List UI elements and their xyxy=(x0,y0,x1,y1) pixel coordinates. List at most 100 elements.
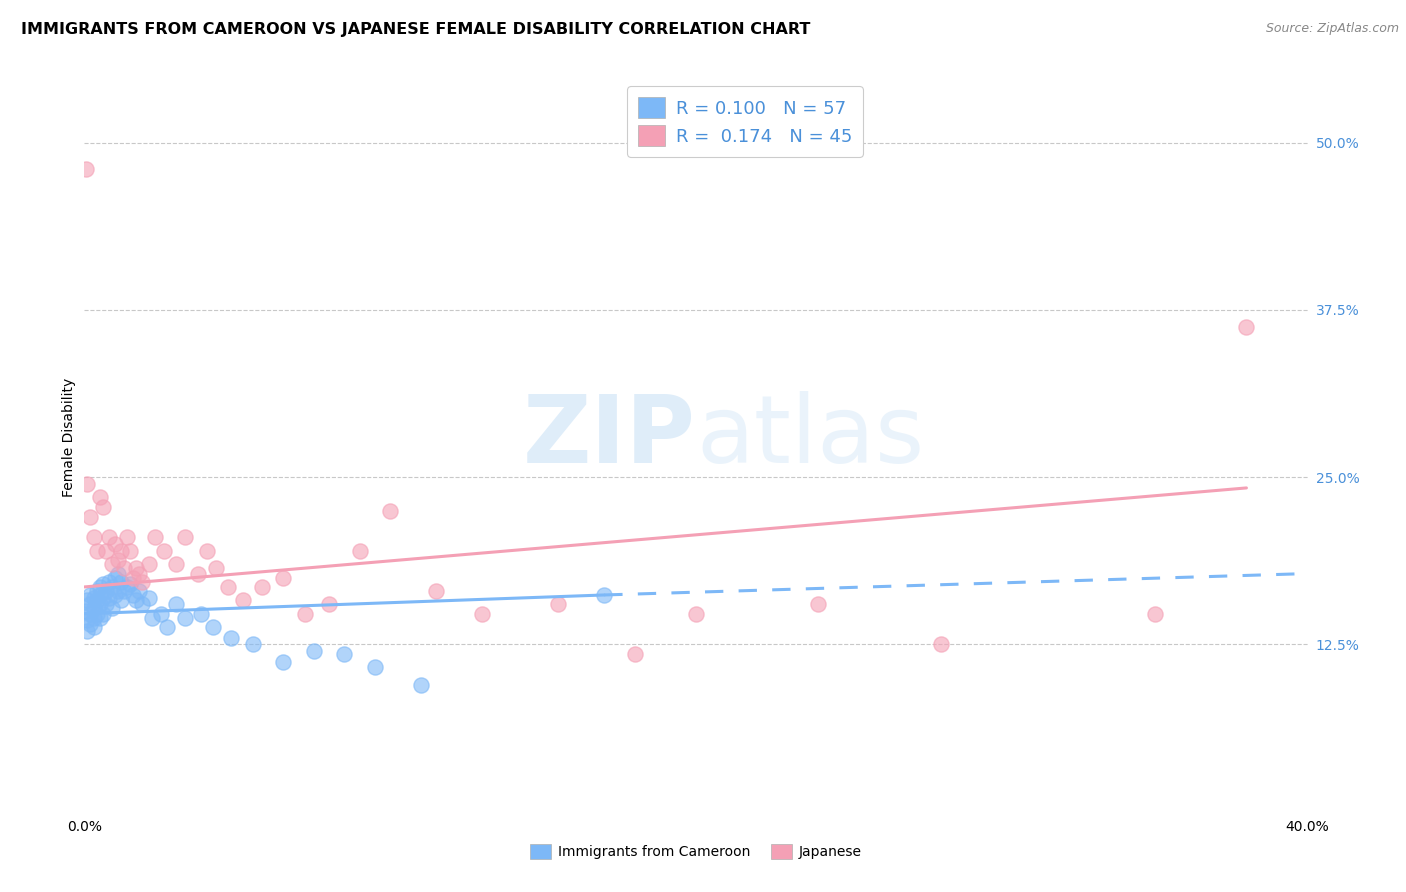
Text: IMMIGRANTS FROM CAMEROON VS JAPANESE FEMALE DISABILITY CORRELATION CHART: IMMIGRANTS FROM CAMEROON VS JAPANESE FEM… xyxy=(21,22,810,37)
Point xyxy=(89,588,111,602)
Point xyxy=(409,678,432,692)
Point xyxy=(165,598,187,612)
Point xyxy=(115,580,138,594)
Point xyxy=(131,598,153,612)
Point xyxy=(122,571,145,585)
Point xyxy=(125,561,148,575)
Point xyxy=(593,588,616,602)
Point xyxy=(232,593,254,607)
Point xyxy=(217,580,239,594)
Point xyxy=(174,611,197,625)
Point xyxy=(86,607,108,621)
Point xyxy=(101,601,124,615)
Point xyxy=(120,543,142,558)
Point xyxy=(79,598,101,612)
Point xyxy=(138,557,160,572)
Point xyxy=(104,571,127,585)
Point xyxy=(91,500,114,514)
Point xyxy=(128,584,150,599)
Point xyxy=(107,566,129,581)
Point xyxy=(94,598,117,612)
Point xyxy=(349,543,371,558)
Point xyxy=(186,566,208,581)
Point xyxy=(302,644,325,658)
Point xyxy=(380,503,402,517)
Text: Source: ZipAtlas.com: Source: ZipAtlas.com xyxy=(1265,22,1399,36)
Point xyxy=(1143,607,1166,621)
Point xyxy=(75,162,97,177)
Point xyxy=(110,593,132,607)
Point xyxy=(91,607,114,621)
Point xyxy=(929,637,952,651)
Point xyxy=(128,566,150,581)
Point xyxy=(101,557,124,572)
Point xyxy=(104,588,127,602)
Text: atlas: atlas xyxy=(696,391,924,483)
Point xyxy=(153,543,176,558)
Point xyxy=(94,543,117,558)
Point xyxy=(205,561,228,575)
Point xyxy=(101,580,124,594)
Point xyxy=(115,530,138,544)
Point xyxy=(107,584,129,599)
Point xyxy=(242,637,264,651)
Point xyxy=(624,647,647,661)
Point xyxy=(89,598,111,612)
Point xyxy=(89,580,111,594)
Point xyxy=(149,607,172,621)
Point xyxy=(97,530,120,544)
Point xyxy=(76,476,98,491)
Point xyxy=(75,604,97,618)
Point xyxy=(120,577,142,591)
Point xyxy=(271,571,294,585)
Point xyxy=(104,537,127,551)
Point xyxy=(79,607,101,621)
Point xyxy=(79,588,101,602)
Point xyxy=(201,620,224,634)
Point xyxy=(112,584,135,599)
Point xyxy=(318,598,340,612)
Point xyxy=(86,584,108,599)
Point xyxy=(125,593,148,607)
Point xyxy=(83,620,105,634)
Point xyxy=(471,607,494,621)
Point xyxy=(76,614,98,628)
Point xyxy=(685,607,707,621)
Point xyxy=(76,624,98,639)
Point xyxy=(107,553,129,567)
Point xyxy=(143,530,166,544)
Point xyxy=(83,611,105,625)
Point xyxy=(97,574,120,589)
Point xyxy=(333,647,356,661)
Point xyxy=(174,530,197,544)
Point xyxy=(195,543,218,558)
Point xyxy=(79,617,101,632)
Point xyxy=(89,491,111,505)
Point xyxy=(547,598,569,612)
Point xyxy=(89,611,111,625)
Point xyxy=(271,655,294,669)
Point xyxy=(83,530,105,544)
Y-axis label: Female Disability: Female Disability xyxy=(62,377,76,497)
Point xyxy=(156,620,179,634)
Point xyxy=(97,591,120,605)
Point xyxy=(110,543,132,558)
Point xyxy=(1236,320,1258,334)
Point xyxy=(807,598,830,612)
Point xyxy=(250,580,273,594)
Legend: Immigrants from Cameroon, Japanese: Immigrants from Cameroon, Japanese xyxy=(524,838,868,864)
Point xyxy=(76,593,98,607)
Point xyxy=(294,607,316,621)
Point xyxy=(91,577,114,591)
Point xyxy=(425,584,447,599)
Point xyxy=(122,588,145,602)
Point xyxy=(83,601,105,615)
Point xyxy=(86,543,108,558)
Point xyxy=(91,591,114,605)
Point xyxy=(110,574,132,589)
Point xyxy=(86,593,108,607)
Point xyxy=(112,561,135,575)
Point xyxy=(83,591,105,605)
Point xyxy=(165,557,187,572)
Point xyxy=(138,591,160,605)
